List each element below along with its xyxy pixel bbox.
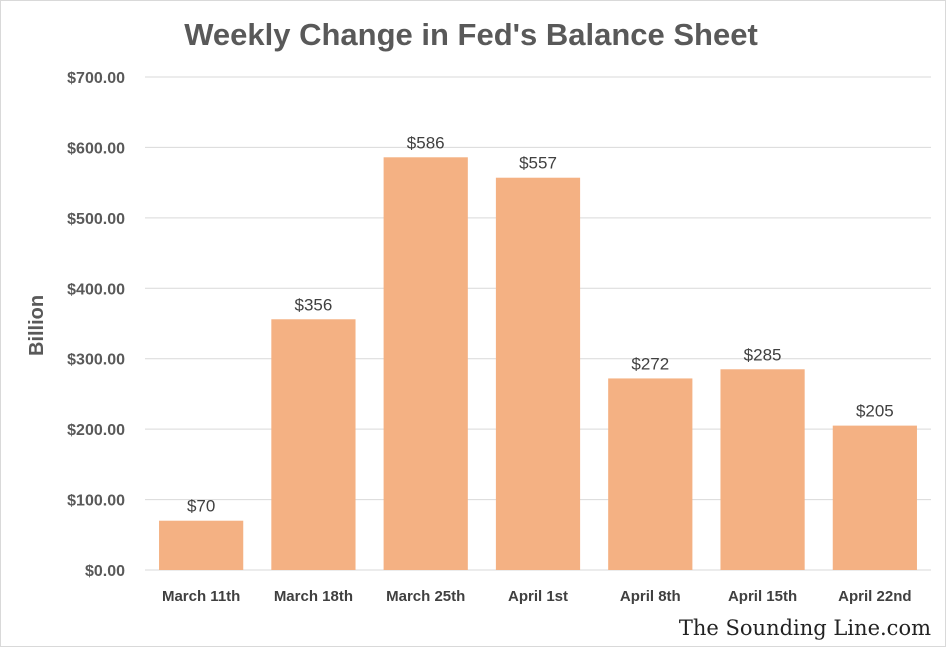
- x-tick-label: April 1st: [508, 588, 568, 605]
- x-tick-label: March 11th: [162, 588, 240, 605]
- data-label: $272: [631, 354, 669, 373]
- data-label: $205: [856, 402, 894, 421]
- bar: [608, 378, 693, 570]
- data-label: $70: [187, 497, 215, 516]
- y-tick-label: $600.00: [67, 140, 125, 157]
- bars: [159, 157, 917, 570]
- data-label: $356: [295, 295, 333, 314]
- y-axis-ticks: $0.00 $100.00 $200.00 $300.00 $400.00 $500.00…: [67, 70, 125, 580]
- data-label: $557: [519, 154, 557, 173]
- bar: [271, 319, 356, 570]
- chart-title: Weekly Change in Fed's Balance Sheet: [184, 17, 758, 52]
- x-tick-label: April 8th: [620, 588, 681, 605]
- data-labels: $70 $356 $586 $557 $272 $285 $205: [187, 133, 894, 515]
- x-tick-label: April 15th: [728, 588, 797, 605]
- y-tick-label: $100.00: [67, 493, 125, 510]
- y-tick-label: $400.00: [67, 281, 125, 298]
- y-tick-label: $300.00: [67, 352, 125, 369]
- x-tick-label: March 25th: [386, 588, 465, 605]
- y-tick-label: $700.00: [67, 70, 125, 87]
- bar: [720, 369, 805, 570]
- y-tick-label: $500.00: [67, 211, 125, 228]
- x-tick-label: March 18th: [274, 588, 353, 605]
- x-tick-label: April 22nd: [838, 588, 911, 605]
- bar: [159, 520, 244, 570]
- data-label: $586: [407, 133, 445, 152]
- y-tick-label: $0.00: [85, 563, 125, 580]
- bar: [832, 425, 917, 570]
- watermark: The Sounding Line.com: [678, 616, 931, 640]
- bar: [383, 157, 468, 570]
- data-label: $285: [744, 345, 782, 364]
- bar: [495, 177, 581, 570]
- x-axis-categories: March 11th March 18th March 25th April 1st A…: [162, 588, 912, 605]
- y-tick-label: $200.00: [67, 422, 125, 439]
